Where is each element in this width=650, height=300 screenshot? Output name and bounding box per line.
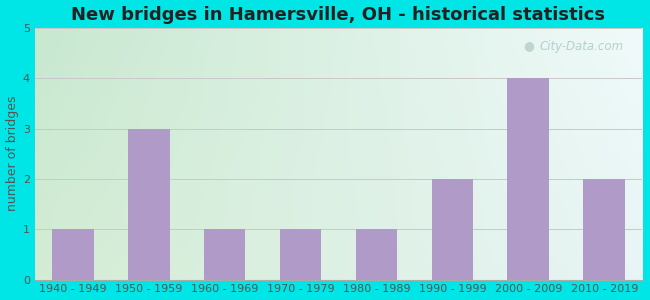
Title: New bridges in Hamersville, OH - historical statistics: New bridges in Hamersville, OH - histori…: [72, 6, 605, 24]
Bar: [203, 229, 246, 280]
Y-axis label: number of bridges: number of bridges: [6, 96, 19, 212]
Bar: [128, 129, 170, 280]
Bar: [508, 78, 549, 280]
Text: City-Data.com: City-Data.com: [540, 40, 624, 53]
Bar: [584, 179, 625, 280]
Bar: [356, 229, 397, 280]
Text: ●: ●: [524, 39, 535, 52]
Bar: [52, 229, 94, 280]
Bar: [432, 179, 473, 280]
Bar: [280, 229, 321, 280]
